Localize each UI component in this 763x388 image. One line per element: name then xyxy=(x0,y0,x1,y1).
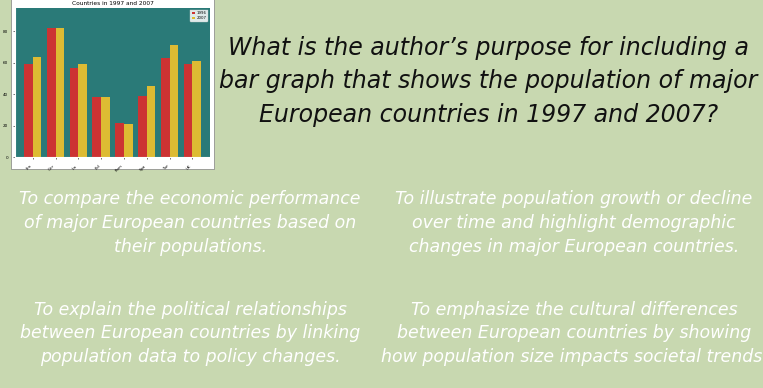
Bar xyxy=(146,87,156,157)
Bar xyxy=(69,68,79,157)
Bar xyxy=(115,123,124,157)
Bar xyxy=(33,57,41,157)
Bar xyxy=(24,64,33,157)
Title: Population of Major European
Countries in 1997 and 2007: Population of Major European Countries i… xyxy=(69,0,156,6)
Legend: 1996, 2007: 1996, 2007 xyxy=(191,10,208,22)
Text: What is the author’s purpose for including a
bar graph that shows the population: What is the author’s purpose for includi… xyxy=(219,36,758,126)
Text: To explain the political relationships
between European countries by linking
pop: To explain the political relationships b… xyxy=(20,301,360,366)
Bar xyxy=(161,58,169,157)
Bar xyxy=(184,64,192,157)
Bar xyxy=(92,97,101,157)
Bar xyxy=(47,28,56,157)
Text: To compare the economic performance
of major European countries based on
their p: To compare the economic performance of m… xyxy=(19,191,361,256)
Y-axis label: Population
(millions): Population (millions) xyxy=(0,71,2,94)
Bar xyxy=(124,124,133,157)
Bar xyxy=(79,64,87,157)
Bar xyxy=(169,45,179,157)
Text: To illustrate population growth or decline
over time and highlight demographic
c: To illustrate population growth or decli… xyxy=(395,191,752,256)
Text: To emphasize the cultural differences
between European countries by showing
how : To emphasize the cultural differences be… xyxy=(381,301,763,366)
Bar xyxy=(56,28,64,157)
Bar xyxy=(192,61,201,157)
Bar xyxy=(138,96,146,157)
Bar xyxy=(101,97,110,157)
